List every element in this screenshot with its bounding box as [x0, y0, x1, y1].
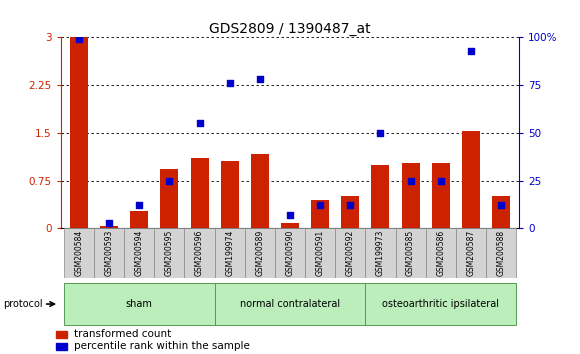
Bar — [56, 343, 67, 350]
Text: GSM200593: GSM200593 — [104, 230, 114, 276]
Bar — [311, 200, 329, 228]
Point — [104, 220, 114, 225]
Bar — [154, 228, 184, 278]
Bar — [275, 228, 305, 278]
Text: percentile rank within the sample: percentile rank within the sample — [74, 341, 249, 351]
Text: sham: sham — [126, 299, 153, 309]
Bar — [426, 228, 456, 278]
Bar — [396, 228, 426, 278]
Text: GSM200592: GSM200592 — [346, 230, 355, 276]
Point — [376, 130, 385, 136]
Bar — [70, 37, 88, 228]
Point — [285, 212, 295, 218]
Bar — [94, 228, 124, 278]
Bar — [161, 169, 179, 228]
Bar — [245, 228, 275, 278]
Text: osteoarthritic ipsilateral: osteoarthritic ipsilateral — [382, 299, 499, 309]
Bar — [130, 211, 148, 228]
Text: GSM199973: GSM199973 — [376, 230, 385, 276]
Bar — [64, 228, 94, 278]
Point — [74, 36, 84, 42]
Text: GSM200595: GSM200595 — [165, 230, 174, 276]
Text: GSM200586: GSM200586 — [436, 230, 445, 276]
Bar — [56, 331, 67, 338]
Bar — [456, 228, 486, 278]
Point — [135, 202, 144, 208]
Point — [255, 76, 264, 82]
Bar — [371, 165, 390, 228]
Bar — [486, 228, 516, 278]
Bar — [341, 196, 360, 228]
Point — [225, 80, 234, 86]
Text: transformed count: transformed count — [74, 329, 171, 339]
Text: normal contralateral: normal contralateral — [240, 299, 340, 309]
Point — [195, 120, 204, 126]
Point — [496, 202, 506, 208]
Point — [165, 178, 174, 183]
Point — [436, 178, 445, 183]
Text: GSM200587: GSM200587 — [466, 230, 476, 276]
Bar — [462, 131, 480, 228]
Bar — [365, 283, 516, 325]
Bar — [365, 228, 396, 278]
Bar — [432, 163, 450, 228]
Text: GSM200596: GSM200596 — [195, 230, 204, 276]
Text: GSM200594: GSM200594 — [135, 230, 144, 276]
Bar — [190, 158, 209, 228]
Text: GSM200590: GSM200590 — [285, 230, 295, 276]
Bar — [100, 226, 118, 228]
Text: protocol: protocol — [3, 299, 43, 309]
Bar — [281, 223, 299, 228]
Bar — [220, 161, 239, 228]
Text: GSM199974: GSM199974 — [225, 230, 234, 276]
Bar — [492, 196, 510, 228]
Text: GSM200591: GSM200591 — [316, 230, 325, 276]
Bar — [215, 283, 365, 325]
Bar — [124, 228, 154, 278]
Title: GDS2809 / 1390487_at: GDS2809 / 1390487_at — [209, 22, 371, 36]
Bar — [215, 228, 245, 278]
Bar — [64, 283, 215, 325]
Bar — [401, 163, 419, 228]
Text: GSM200585: GSM200585 — [406, 230, 415, 276]
Point — [466, 48, 476, 53]
Bar — [251, 154, 269, 228]
Bar — [184, 228, 215, 278]
Bar — [305, 228, 335, 278]
Point — [406, 178, 415, 183]
Point — [346, 202, 355, 208]
Text: GSM200584: GSM200584 — [74, 230, 84, 276]
Point — [316, 202, 325, 208]
Bar — [335, 228, 365, 278]
Text: GSM200588: GSM200588 — [496, 230, 506, 276]
Text: GSM200589: GSM200589 — [255, 230, 264, 276]
